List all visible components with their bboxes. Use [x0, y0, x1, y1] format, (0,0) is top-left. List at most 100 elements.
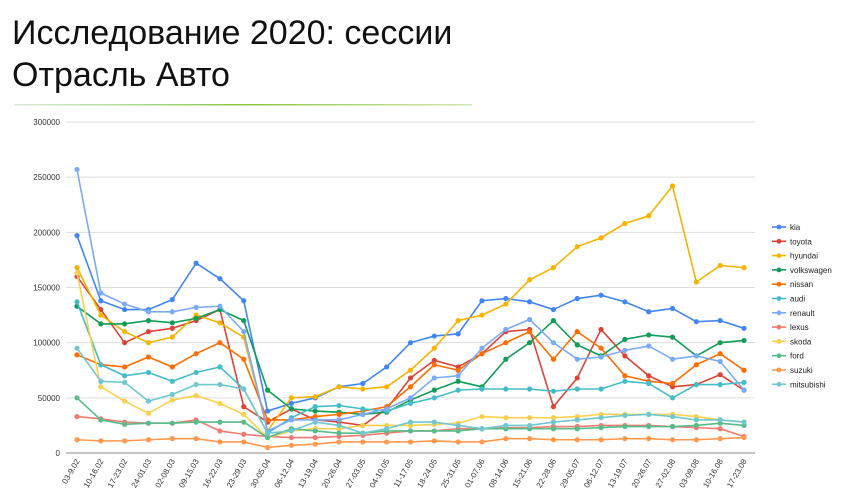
y-tick-label: 200000	[33, 228, 60, 237]
data-point	[193, 315, 199, 321]
data-point	[527, 277, 533, 283]
data-point	[479, 345, 485, 351]
data-point	[527, 436, 533, 442]
data-point	[741, 265, 747, 271]
legend-swatch-dot	[776, 281, 782, 287]
data-point	[217, 381, 223, 388]
legend-swatch-dot	[776, 310, 782, 316]
x-tick-label: 04-10.05	[368, 457, 392, 489]
data-point	[527, 299, 533, 305]
data-point	[669, 423, 676, 430]
x-tick-label: 10-16.08	[701, 457, 725, 489]
data-point	[550, 426, 557, 432]
data-point	[407, 395, 414, 401]
data-point	[598, 386, 604, 392]
data-point	[693, 417, 699, 423]
data-point	[503, 415, 509, 421]
x-tick-label: 15-21.06	[511, 457, 535, 489]
data-point	[98, 298, 104, 304]
data-point	[455, 318, 461, 324]
data-point	[336, 411, 342, 417]
data-point	[98, 417, 104, 423]
data-point	[598, 437, 604, 443]
data-point	[455, 367, 461, 373]
x-tick-label: 24-01.03	[130, 457, 154, 489]
legend-label: suzuki	[790, 366, 813, 375]
data-point	[598, 345, 604, 351]
data-point	[741, 367, 747, 373]
x-tick-label: 17-23.08	[725, 457, 749, 489]
data-point	[527, 422, 533, 429]
data-point	[217, 400, 223, 406]
data-point	[574, 356, 580, 362]
legend-label: audi	[790, 295, 805, 304]
data-point	[693, 381, 699, 388]
data-point	[550, 318, 557, 324]
data-point	[431, 387, 437, 393]
data-point	[360, 439, 366, 445]
x-tick-label: 29-05.07	[558, 457, 582, 489]
data-point	[455, 387, 461, 393]
data-point	[169, 325, 175, 331]
data-point	[455, 373, 461, 379]
data-point	[264, 387, 271, 393]
data-point	[169, 420, 175, 426]
data-point	[646, 373, 652, 379]
x-tick-label: 13-19.04	[296, 457, 320, 489]
data-point	[312, 419, 318, 425]
legend-label: hyundai	[790, 252, 818, 261]
data-point	[431, 395, 437, 401]
data-point	[455, 331, 461, 337]
x-tick-label: 18-24.05	[415, 457, 439, 489]
data-point	[169, 391, 175, 398]
legend-label: mitsubishi	[790, 380, 826, 389]
data-point	[241, 431, 247, 437]
data-point	[717, 381, 723, 388]
data-point	[145, 369, 152, 376]
data-point	[622, 220, 628, 227]
legend-swatch-dot	[776, 224, 782, 230]
data-point	[407, 419, 414, 425]
data-point	[193, 419, 199, 425]
data-point	[646, 423, 652, 430]
data-point	[122, 398, 128, 404]
x-tick-label: 06-12.04	[273, 457, 297, 489]
data-point	[574, 342, 580, 348]
data-point	[241, 411, 247, 417]
data-point	[646, 213, 652, 219]
legend-label: lexus	[790, 323, 809, 332]
data-point	[574, 295, 580, 302]
data-point	[622, 378, 628, 384]
legend-swatch-dot	[776, 267, 782, 273]
data-point	[360, 406, 366, 412]
data-point	[693, 437, 699, 443]
data-point	[646, 309, 652, 315]
data-point	[479, 298, 485, 304]
legend-label: nissan	[790, 280, 813, 289]
x-tick-label: 20-26.04	[320, 457, 344, 489]
data-point	[407, 367, 414, 373]
data-point	[407, 375, 414, 381]
data-point	[574, 244, 580, 250]
data-point	[527, 329, 533, 335]
data-point	[288, 400, 294, 406]
data-point	[74, 270, 80, 276]
data-point	[288, 395, 294, 401]
data-point	[288, 417, 294, 423]
data-point	[479, 413, 485, 420]
data-point	[741, 379, 747, 385]
data-point	[122, 421, 128, 427]
legend-label: toyota	[790, 237, 812, 246]
data-point	[574, 426, 580, 432]
legend-label: renault	[790, 309, 815, 318]
data-point	[169, 378, 175, 384]
x-tick-label: 11-17.05	[392, 457, 416, 489]
data-point	[74, 166, 80, 173]
x-tick-label: 16-22.03	[201, 457, 225, 489]
data-point	[717, 262, 723, 269]
data-point	[312, 408, 318, 414]
data-point	[669, 413, 676, 420]
data-point	[241, 318, 247, 324]
data-point	[646, 343, 652, 349]
